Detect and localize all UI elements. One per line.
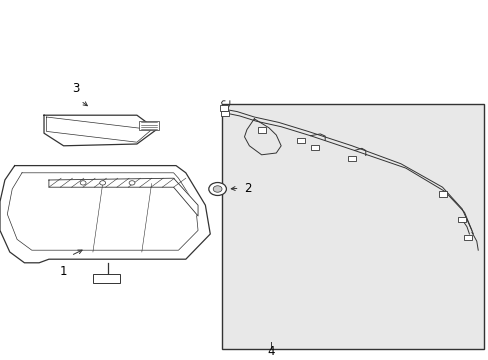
- Bar: [220, 111, 229, 116]
- Bar: [438, 191, 446, 197]
- Bar: [463, 235, 471, 240]
- Circle shape: [80, 181, 86, 185]
- Bar: [296, 138, 304, 143]
- Text: 4: 4: [267, 345, 275, 358]
- Polygon shape: [44, 115, 156, 146]
- Circle shape: [213, 186, 222, 192]
- Bar: [139, 121, 159, 130]
- Polygon shape: [0, 166, 210, 263]
- Bar: [347, 156, 355, 161]
- Bar: [311, 145, 319, 150]
- Bar: [219, 105, 228, 111]
- Circle shape: [100, 181, 105, 185]
- Bar: [457, 217, 465, 222]
- Text: 2: 2: [244, 182, 251, 195]
- Text: 1: 1: [60, 265, 67, 278]
- Circle shape: [129, 181, 135, 185]
- Bar: [93, 274, 120, 283]
- Bar: [222, 104, 483, 349]
- Text: 3: 3: [72, 82, 80, 95]
- Bar: [258, 127, 265, 133]
- Polygon shape: [49, 178, 198, 216]
- Circle shape: [208, 183, 226, 195]
